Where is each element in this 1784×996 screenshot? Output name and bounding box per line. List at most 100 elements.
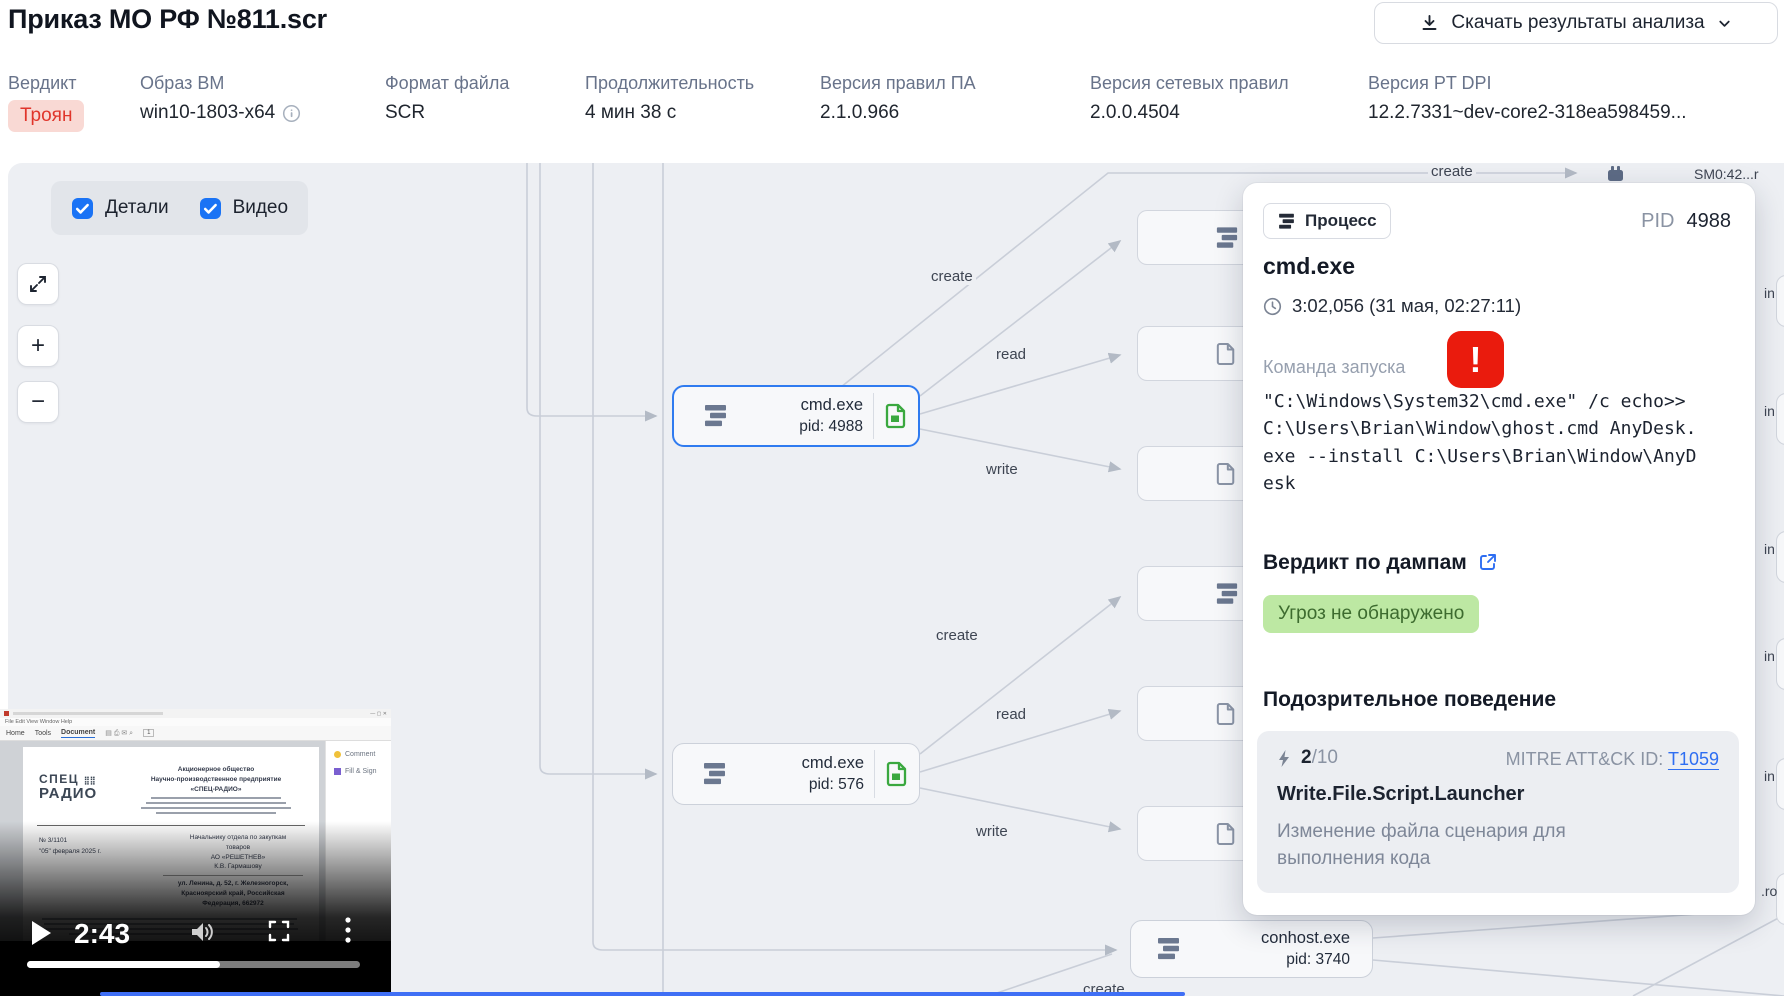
pid-label: PID [1641,210,1675,232]
edge-label-create: create [933,627,981,644]
video-checkbox[interactable]: Видео [199,197,288,220]
score-value: 2 [1301,747,1312,768]
download-icon [1420,14,1439,33]
offscreen-node [1776,531,1784,583]
meta-value: 12.2.7331~dev-core2-318ea598459... [1368,102,1687,123]
command-label: Команда запуска [1263,357,1406,377]
meta-value: 2.0.0.4504 [1090,102,1180,123]
pid-value: 4988 [1686,210,1732,232]
checkbox-checked-icon [72,197,93,219]
entity-type-chip: Процесс [1263,203,1391,239]
fullscreen-button[interactable] [268,920,290,942]
offscreen-node [1776,275,1784,327]
process-node-cmd-4988[interactable]: cmd.exe pid: 4988 [672,385,920,447]
meta-label: Продолжительность [585,73,755,93]
acrobat-menubar: File Edit View Window Help [0,718,391,726]
behavior-score: 2/10 [1277,747,1338,769]
offscreen-node [1776,873,1784,925]
video-progress-bar[interactable] [27,961,360,968]
node-pid: pid: 4988 [799,417,863,435]
node-divider [874,750,875,798]
download-button-label: Скачать результаты анализа [1451,12,1705,33]
external-link-icon[interactable] [1479,553,1497,571]
process-node-conhost-3740[interactable]: conhost.exe pid: 3740 [1130,920,1373,978]
edge-label-read: read [993,346,1030,363]
dumps-verdict-heading: Вердикт по дампам [1263,551,1497,575]
video-progress-fill [27,961,220,968]
details-checkbox[interactable]: Детали [71,197,169,220]
pid-row: PID 4988 [1641,210,1731,233]
file-icon [1216,342,1236,366]
offscreen-node [1776,638,1784,690]
meta-dpi-version: Версия PT DPI 12.2.7331~dev-core2-318ea5… [1368,73,1687,124]
fill-sign-icon [334,768,341,775]
dropped-file-icon[interactable] [874,403,918,429]
analysis-video-player[interactable]: — ▢ ✕ File Edit View Window Help Home To… [0,709,391,996]
bottom-scrollbar[interactable] [100,992,1185,996]
no-threats-badge: Угроз не обнаружено [1263,595,1480,633]
entity-type-label: Процесс [1305,211,1377,230]
download-results-button[interactable]: Скачать результаты анализа [1374,2,1778,44]
window-controls: — ▢ ✕ [370,710,387,717]
page-number-box: 1 [143,729,155,737]
file-icon [1216,822,1236,846]
kebab-menu-icon[interactable] [345,916,351,944]
node-name: conhost.exe [1261,929,1350,948]
meta-file-format: Формат файла SCR [385,73,509,124]
meta-label: Формат файла [385,73,510,93]
tab-tools: Tools [34,729,52,737]
offscreen-node [1776,758,1784,810]
truncated-label: in [1764,541,1775,557]
meta-network-rules-version: Версия сетевых правил 2.0.0.4504 [1090,73,1289,124]
meta-value: SCR [385,102,426,123]
acrobat-titlebar: — ▢ ✕ [0,709,391,718]
meta-label: Образ ВМ [140,73,225,93]
process-icon [702,404,729,428]
truncated-label: in [1764,768,1775,784]
start-time-row: 3:02,056 (31 мая, 02:27:11) [1263,295,1521,317]
verdict-badge: Троян [8,100,85,132]
behavior-rule-name: Write.File.Script.Launcher [1277,783,1525,805]
behavior-card[interactable]: 2/10 MITRE ATT&CK ID: T1059 Write.File.S… [1257,731,1739,893]
zoom-out-button[interactable]: − [17,381,59,423]
mitre-link[interactable]: T1059 [1667,749,1719,769]
fit-to-screen-button[interactable] [17,263,59,305]
zoom-in-button[interactable]: + [17,325,59,367]
tab-document: Document [61,728,96,738]
edge-label-read: read [993,706,1030,723]
volume-icon[interactable] [190,920,216,944]
truncated-label: in [1764,285,1775,301]
play-button[interactable] [30,920,52,946]
info-icon[interactable] [282,104,301,123]
meta-label: Вердикт [8,73,77,93]
edge-label-write: write [973,823,1011,840]
chevron-down-icon [1717,16,1732,31]
letterhead-org: Акционерное общество Научно-производстве… [128,765,304,815]
meta-label: Версия правил ПА [820,73,976,93]
letterhead-logo: СПЕЦ ⣿⣿ РАДИО [39,772,98,802]
sync-object-icon [1605,164,1626,183]
meta-value: 2.1.0.966 [820,102,900,123]
node-divider [873,393,874,439]
graph-toolbar: Детали Видео [51,181,309,235]
behavior-description: Изменение файла сценария для выполнения … [1277,821,1566,869]
truncated-label: in [1764,403,1775,419]
file-icon [1216,702,1236,726]
sidebar-fillsign-label: Fill & Sign [345,768,377,775]
node-pid: pid: 3740 [1286,950,1350,968]
minus-icon: − [30,388,45,415]
start-time: 3:02,056 (31 мая, 02:27:11) [1292,295,1522,316]
file-icon [1216,462,1236,486]
process-details-panel: Процесс PID 4988 cmd.exe 3:02,056 (31 мая… [1243,183,1755,915]
meta-vm-image: Образ ВМ win10-1803-x64 [140,73,301,124]
dropped-file-icon[interactable] [875,761,919,787]
meta-duration: Продолжительность 4 мин 38 с [585,73,754,124]
process-node-cmd-576[interactable]: cmd.exe pid: 576 [672,743,920,805]
edge-label-create: create [928,268,976,285]
clock-icon [1263,297,1282,315]
comment-icon [334,751,341,758]
graph-edges [526,163,1784,996]
window-title-blur [13,712,163,715]
sidebar-comment-label: Comment [345,751,376,758]
